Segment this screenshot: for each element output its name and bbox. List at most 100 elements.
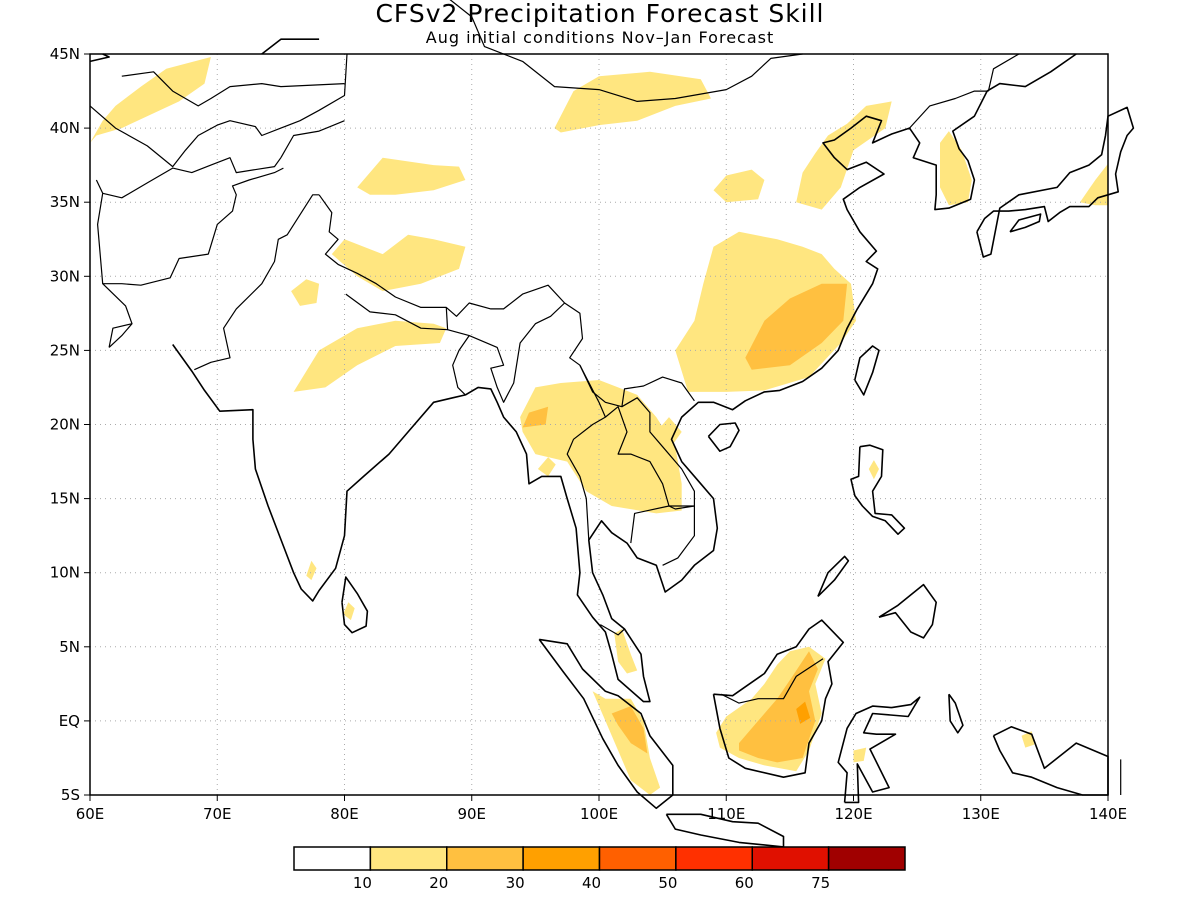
lon-tick-label: 110E: [707, 805, 745, 823]
lon-tick-label: 80E: [330, 805, 359, 823]
coastline-java: [665, 813, 785, 848]
skill-region-borneo-core: [739, 651, 818, 763]
lat-tick-label: 35N: [50, 193, 80, 211]
legend-label: 50: [658, 874, 677, 892]
border-laos: [605, 397, 696, 510]
lon-tick-label: 70E: [203, 805, 232, 823]
skill-region-tibet-north: [357, 157, 466, 195]
lon-tick-label: 140E: [1089, 805, 1127, 823]
border-kazakh-uz: [121, 71, 345, 107]
border-mongolia-china: [449, 0, 803, 103]
coastline-india: [172, 53, 1077, 703]
border-myanmar-thailand: [566, 364, 607, 541]
coastline-shikoku: [1009, 213, 1042, 233]
coastline-hainan: [707, 422, 740, 453]
lon-tick-label: 90E: [457, 805, 486, 823]
coastline-taiwan: [854, 345, 880, 396]
border-iran-afghanistan: [95, 179, 104, 284]
skill-region-sri-lanka: [343, 602, 355, 621]
border-borneo-border: [720, 658, 824, 704]
lon-tick-label: 120E: [834, 805, 872, 823]
skill-region-mongolia: [554, 71, 711, 133]
skill-region-central-asia-west: [90, 57, 211, 143]
coastline-layer: [89, 38, 1135, 848]
border-pakistan-iran-coast: [108, 323, 133, 348]
coastline-sulawesi: [837, 696, 921, 804]
border-afghanistan-north: [102, 157, 282, 199]
coastline-sumatra: [538, 638, 674, 810]
lat-tick-label: 40N: [50, 119, 80, 137]
lon-tick-label: 60E: [76, 805, 105, 823]
lat-tick-label: 5S: [61, 786, 80, 804]
skill-region-korea: [940, 131, 972, 206]
coastline-halmahera: [948, 693, 964, 734]
coastline-caspian-aral: [89, 53, 110, 63]
skill-region-borneo-hot: [796, 701, 811, 724]
legend-swatch: [827, 846, 906, 871]
legend-label: 30: [506, 874, 525, 892]
border-cambodia: [630, 505, 696, 566]
border-china-west: [280, 120, 345, 158]
border-korea-china: [909, 90, 989, 129]
legend-swatch: [675, 846, 753, 871]
skill-region-myanmar-coast: [537, 457, 556, 477]
lat-tick-label: EQ: [59, 712, 80, 730]
lon-tick-label: 130E: [962, 805, 1000, 823]
lat-tick-label: 20N: [50, 416, 80, 434]
page-title: CFSv2 Precipitation Forecast Skill: [375, 0, 825, 28]
skill-region-sumatra: [592, 691, 661, 795]
border-china-india-tibet: [318, 194, 695, 408]
legend-label: 20: [429, 874, 448, 892]
lat-tick-label: 30N: [50, 267, 80, 285]
border-china-russia-ne: [987, 53, 1020, 92]
skill-region-myanmar-indochina: [520, 380, 682, 514]
legend-label: 60: [735, 874, 754, 892]
skill-region-india-south-spot: [306, 560, 317, 581]
skill-shading-layer: [90, 57, 1108, 795]
border-india-pakistan: [194, 194, 320, 371]
skill-region-philippines-spot: [868, 460, 879, 480]
border-pakistan-afghanistan: [102, 167, 284, 348]
skill-region-india-central-band: [293, 320, 447, 392]
lat-tick-label: 45N: [50, 45, 80, 63]
color-scale-legend: 10 20 30 40 50 60 75: [293, 846, 906, 892]
skill-region-myanmar-core: [522, 406, 549, 428]
country-border-layer: [89, 0, 1122, 795]
coastline-borneo: [712, 619, 845, 779]
coastline-kyushu-honshu: [976, 106, 1135, 258]
border-nepal-south: [345, 293, 449, 331]
lat-tick-label: 15N: [50, 490, 80, 508]
skill-region-sumatra-core: [611, 706, 648, 754]
coastline-palawan: [817, 555, 850, 597]
lat-tick-label: 5N: [59, 638, 80, 656]
lat-tick-label: 10N: [50, 564, 80, 582]
legend-label: 10: [353, 874, 372, 892]
page-subtitle: Aug initial conditions Nov–Jan Forecast: [425, 28, 775, 47]
legend-swatch: [751, 846, 830, 871]
legend-swatch: [446, 846, 524, 871]
coastline-sri-lanka: [341, 576, 369, 634]
legend-swatch: [598, 846, 677, 871]
skill-region-malay-peninsula: [614, 629, 638, 674]
border-thai-malay: [599, 624, 625, 636]
skill-region-sulawesi-spot: [853, 747, 867, 763]
legend-swatch: [369, 846, 448, 871]
skill-region-vietnam-coast: [656, 417, 682, 450]
border-india-northeast: [468, 302, 566, 403]
skill-region-japan-honshu: [1080, 163, 1108, 206]
skill-region-se-china-core: [745, 283, 848, 370]
skill-region-north-china: [796, 101, 892, 210]
skill-region-southeast-china: [675, 231, 856, 392]
lon-tick-label: 100E: [580, 805, 618, 823]
lat-tick-label: 25N: [50, 341, 80, 359]
coastline-luzon: [850, 444, 906, 536]
legend-swatch: [522, 846, 601, 871]
axis-ticks: 60E 70E 80E 90E 100E 110E 120E 130E 140E 5S EQ 5N 10…: [50, 45, 1127, 823]
coastline-mindanao: [878, 583, 938, 639]
border-central-asia: [89, 53, 348, 168]
skill-region-new-guinea-spot: [1021, 731, 1035, 748]
legend-label: 40: [582, 874, 601, 892]
legend-swatch: [293, 846, 372, 871]
legend-label: 75: [811, 874, 830, 892]
